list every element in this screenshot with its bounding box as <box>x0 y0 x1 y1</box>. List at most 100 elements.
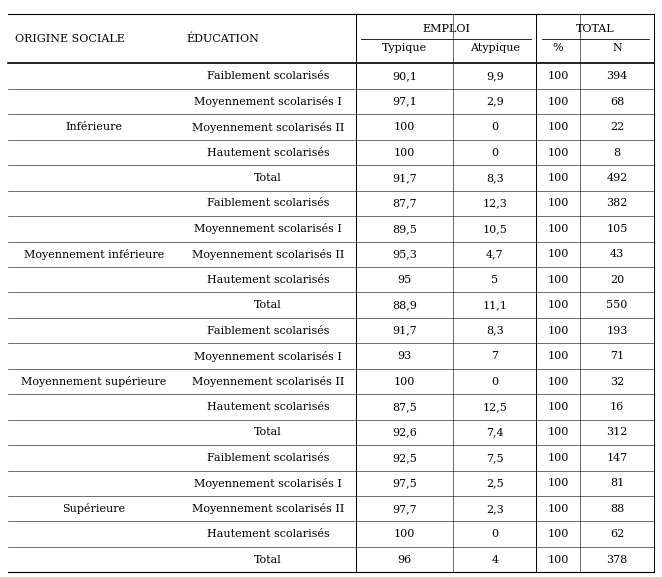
Text: 100: 100 <box>547 122 569 132</box>
Text: 89,5: 89,5 <box>393 224 417 234</box>
Text: Hautement scolarisés: Hautement scolarisés <box>207 402 330 412</box>
Text: 193: 193 <box>606 325 628 336</box>
Text: 8: 8 <box>614 148 620 158</box>
Text: Faiblement scolarisés: Faiblement scolarisés <box>207 453 330 463</box>
Text: 8,3: 8,3 <box>486 325 504 336</box>
Text: 100: 100 <box>394 122 416 132</box>
Text: 100: 100 <box>547 173 569 183</box>
Text: 100: 100 <box>547 148 569 158</box>
Text: 11,1: 11,1 <box>483 300 507 310</box>
Text: 88: 88 <box>610 504 624 514</box>
Text: 97,1: 97,1 <box>393 96 417 107</box>
Text: 12,5: 12,5 <box>483 402 507 412</box>
Text: Moyennement scolarisés II: Moyennement scolarisés II <box>192 249 344 260</box>
Text: N: N <box>612 43 622 53</box>
Text: 71: 71 <box>610 351 624 361</box>
Text: 100: 100 <box>547 453 569 463</box>
Text: 378: 378 <box>606 554 628 565</box>
Text: 92,5: 92,5 <box>393 453 417 463</box>
Text: 382: 382 <box>606 198 628 208</box>
Text: 96: 96 <box>398 554 412 565</box>
Text: 100: 100 <box>547 377 569 387</box>
Text: Atypique: Atypique <box>470 43 520 53</box>
Text: 7,4: 7,4 <box>486 428 504 437</box>
Text: 0: 0 <box>491 377 498 387</box>
Text: 394: 394 <box>606 71 628 81</box>
Text: 100: 100 <box>547 351 569 361</box>
Text: 100: 100 <box>547 224 569 234</box>
Text: Total: Total <box>254 428 282 437</box>
Text: 2,9: 2,9 <box>486 96 504 107</box>
Text: 492: 492 <box>606 173 628 183</box>
Text: 91,7: 91,7 <box>393 325 417 336</box>
Text: 100: 100 <box>394 148 416 158</box>
Text: 0: 0 <box>491 529 498 539</box>
Text: 93: 93 <box>398 351 412 361</box>
Text: 100: 100 <box>547 249 569 259</box>
Text: 90,1: 90,1 <box>393 71 417 81</box>
Text: 100: 100 <box>547 478 569 488</box>
Text: Moyennement scolarisés II: Moyennement scolarisés II <box>192 122 344 133</box>
Text: 8,3: 8,3 <box>486 173 504 183</box>
Text: 100: 100 <box>547 504 569 514</box>
Text: Supérieure: Supérieure <box>62 503 126 514</box>
Text: 312: 312 <box>606 428 628 437</box>
Text: 7: 7 <box>491 351 498 361</box>
Text: Moyennement scolarisés II: Moyennement scolarisés II <box>192 503 344 514</box>
Text: Moyennement supérieure: Moyennement supérieure <box>21 376 167 387</box>
Text: 105: 105 <box>606 224 628 234</box>
Text: 100: 100 <box>547 428 569 437</box>
Text: 12,3: 12,3 <box>483 198 507 208</box>
Text: 95: 95 <box>398 275 412 285</box>
Text: 68: 68 <box>610 96 624 107</box>
Text: Moyennement scolarisés II: Moyennement scolarisés II <box>192 376 344 387</box>
Text: 16: 16 <box>610 402 624 412</box>
Text: Total: Total <box>254 173 282 183</box>
Text: 100: 100 <box>547 529 569 539</box>
Text: 550: 550 <box>606 300 628 310</box>
Text: 0: 0 <box>491 148 498 158</box>
Text: 147: 147 <box>606 453 628 463</box>
Text: 97,5: 97,5 <box>393 478 417 488</box>
Text: 100: 100 <box>547 198 569 208</box>
Text: 88,9: 88,9 <box>393 300 417 310</box>
Text: EMPLOI: EMPLOI <box>422 24 470 34</box>
Text: 10,5: 10,5 <box>483 224 507 234</box>
Text: Faiblement scolarisés: Faiblement scolarisés <box>207 71 330 81</box>
Text: Inférieure: Inférieure <box>66 122 122 132</box>
Text: Total: Total <box>254 554 282 565</box>
Text: 7,5: 7,5 <box>486 453 504 463</box>
Text: 100: 100 <box>547 275 569 285</box>
Text: 43: 43 <box>610 249 624 259</box>
Text: Moyennement scolarisés I: Moyennement scolarisés I <box>194 223 342 234</box>
Text: 9,9: 9,9 <box>486 71 504 81</box>
Text: 91,7: 91,7 <box>393 173 417 183</box>
Text: 4: 4 <box>491 554 498 565</box>
Text: 0: 0 <box>491 122 498 132</box>
Text: 20: 20 <box>610 275 624 285</box>
Text: Moyennement scolarisés I: Moyennement scolarisés I <box>194 351 342 362</box>
Text: 100: 100 <box>394 529 416 539</box>
Text: 62: 62 <box>610 529 624 539</box>
Text: 95,3: 95,3 <box>393 249 417 259</box>
Text: 100: 100 <box>547 300 569 310</box>
Text: 22: 22 <box>610 122 624 132</box>
Text: Typique: Typique <box>382 43 428 53</box>
Text: 2,3: 2,3 <box>486 504 504 514</box>
Text: Moyennement scolarisés I: Moyennement scolarisés I <box>194 96 342 107</box>
Text: 100: 100 <box>547 96 569 107</box>
Text: 2,5: 2,5 <box>486 478 504 488</box>
Text: 4,7: 4,7 <box>486 249 504 259</box>
Text: 100: 100 <box>547 402 569 412</box>
Text: 87,7: 87,7 <box>393 198 417 208</box>
Text: Hautement scolarisés: Hautement scolarisés <box>207 275 330 285</box>
Text: Moyennement scolarisés I: Moyennement scolarisés I <box>194 478 342 489</box>
Text: Faiblement scolarisés: Faiblement scolarisés <box>207 198 330 208</box>
Text: 81: 81 <box>610 478 624 488</box>
Text: 32: 32 <box>610 377 624 387</box>
Text: ÉDUCATION: ÉDUCATION <box>187 33 260 44</box>
Text: Faiblement scolarisés: Faiblement scolarisés <box>207 325 330 336</box>
Text: ORIGINE SOCIALE: ORIGINE SOCIALE <box>15 34 124 44</box>
Text: 100: 100 <box>547 325 569 336</box>
Text: 100: 100 <box>547 554 569 565</box>
